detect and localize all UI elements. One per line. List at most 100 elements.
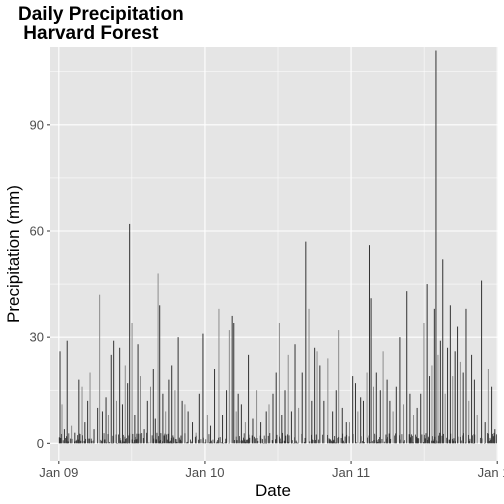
precip-bar [452, 376, 454, 444]
precip-bar-small [465, 433, 467, 444]
precip-bar [265, 411, 267, 444]
precip-bar [471, 354, 473, 444]
precip-bar-small [209, 442, 211, 444]
precip-bar-small [427, 436, 429, 444]
precip-bar [134, 415, 136, 444]
precip-bar-small [122, 440, 123, 444]
precip-bar-small [386, 438, 388, 444]
precip-bar-small [155, 439, 157, 444]
precip-bar [260, 422, 262, 444]
precip-bar [129, 223, 131, 444]
precip-bar-small [271, 440, 273, 444]
precip-bar-small [312, 440, 314, 444]
precip-bar-small [449, 439, 451, 444]
precip-bar-small [252, 440, 254, 444]
precip-bar-small [471, 435, 473, 444]
precip-bar-small [146, 432, 147, 444]
precip-bar [403, 404, 405, 444]
precip-bar [162, 393, 164, 444]
precip-bar [78, 379, 80, 444]
precip-bar [192, 422, 194, 444]
precip-bar-small [180, 435, 182, 444]
precip-bar [348, 422, 350, 444]
precip-bar [423, 323, 425, 444]
precip-bar-small [462, 435, 464, 444]
precip-bar-small [186, 441, 188, 444]
precip-bar-small [132, 433, 134, 444]
precip-bar-small [121, 442, 123, 444]
precip-bar [437, 354, 439, 444]
precip-bar-small [439, 432, 441, 444]
precip-bar-small [431, 440, 432, 444]
precip-bar [399, 337, 401, 444]
precip-bar-small [401, 434, 403, 444]
precip-bar-small [141, 433, 143, 444]
precip-bar [357, 411, 359, 444]
precip-bar-small [409, 434, 411, 444]
precip-bar-small [122, 434, 124, 444]
precip-bar-small [119, 438, 121, 444]
precip-bar [298, 407, 300, 444]
precip-bar-small [236, 440, 238, 444]
precip-bar [409, 393, 411, 444]
precip-bar-small [295, 440, 297, 444]
precip-bar [143, 429, 145, 444]
precip-bar [454, 351, 456, 444]
precip-bar-small [469, 438, 471, 444]
precip-bar-small [408, 434, 410, 444]
precip-bar-small [67, 441, 69, 444]
x-tick-label: Jan 11 [332, 465, 370, 480]
precip-bar [228, 330, 230, 444]
precip-bar-small [138, 433, 139, 444]
precip-bar [107, 415, 109, 444]
precip-bar-small [202, 437, 204, 444]
precip-bar [319, 365, 321, 444]
precip-bar-small [333, 439, 335, 444]
precip-bar-small [184, 433, 186, 444]
precip-bar-small [363, 442, 365, 444]
precip-bar [305, 241, 307, 444]
precip-bar [101, 411, 103, 444]
precip-bar [233, 323, 235, 444]
precip-bar-small [166, 439, 168, 444]
precip-bar-small [151, 435, 153, 444]
precip-bar [252, 418, 254, 444]
precip-bar-small [318, 439, 320, 444]
precip-bar-small [489, 437, 491, 444]
chart-title-line-1: Daily Precipitation [18, 4, 184, 25]
precip-bar-small [162, 441, 163, 444]
axis-ticks: 0 30 60 90 Jan 09 Jan 10 Jan 11 Jan 12 [30, 117, 504, 480]
precip-bar-small [61, 433, 63, 444]
precip-bar-small [294, 437, 296, 444]
precip-bar-small [251, 435, 253, 444]
precip-bar-small [190, 439, 191, 444]
precip-bar-small [178, 437, 180, 444]
precip-bar [87, 400, 89, 444]
precip-bar [491, 386, 493, 444]
precip-bar [157, 273, 159, 444]
precip-bar-small [126, 438, 127, 444]
precip-bar-small [78, 439, 79, 444]
precip-bar-small [169, 441, 171, 444]
precip-bar-small [452, 440, 454, 444]
precip-bar-small [304, 437, 306, 444]
precip-bar [433, 308, 435, 444]
plot-panel [50, 47, 498, 461]
precip-bar-small [385, 434, 387, 444]
precip-bar-small [450, 433, 452, 444]
precip-bar-small [109, 441, 111, 444]
precip-bar [382, 351, 384, 444]
precip-bar-small [77, 435, 79, 444]
precip-bar [149, 386, 151, 444]
precip-bar [281, 415, 283, 444]
x-axis-title: Date [255, 481, 291, 500]
precip-bar [97, 407, 99, 444]
precip-bar-small [415, 436, 417, 444]
precip-bar-small [234, 440, 235, 444]
precip-bar-small [80, 440, 82, 444]
precip-bar-small [335, 442, 336, 444]
precip-bar-small [383, 441, 385, 444]
precip-bar [335, 390, 337, 444]
precip-bar-small [399, 439, 401, 444]
precip-bar-small [205, 439, 207, 444]
